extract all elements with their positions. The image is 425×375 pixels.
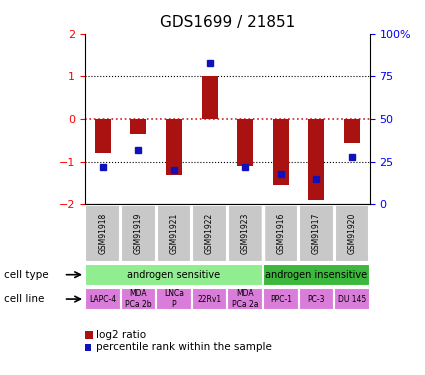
Bar [156, 288, 192, 310]
Text: androgen insensitive: androgen insensitive [265, 270, 368, 280]
Bar [299, 205, 334, 262]
Bar [228, 205, 263, 262]
Bar [237, 119, 253, 166]
Text: GSM91918: GSM91918 [98, 213, 107, 254]
Bar [263, 288, 298, 310]
Text: cell line: cell line [4, 294, 45, 304]
Text: 22Rv1: 22Rv1 [198, 295, 222, 304]
Bar [121, 288, 156, 310]
Bar [192, 288, 227, 310]
Text: PC-3: PC-3 [308, 295, 325, 304]
Bar [273, 119, 289, 185]
Text: GSM91921: GSM91921 [170, 213, 178, 254]
Text: LAPC-4: LAPC-4 [89, 295, 116, 304]
Bar [334, 205, 369, 262]
Text: GSM91923: GSM91923 [241, 213, 249, 255]
Text: cell type: cell type [4, 270, 49, 280]
Bar [263, 264, 370, 286]
Text: LNCa
P: LNCa P [164, 290, 184, 309]
Text: GSM91917: GSM91917 [312, 213, 321, 255]
Bar [298, 288, 334, 310]
Text: MDA
PCa 2b: MDA PCa 2b [125, 290, 152, 309]
Text: GSM91920: GSM91920 [348, 213, 357, 255]
Bar [121, 205, 156, 262]
Bar [85, 288, 121, 310]
Bar [192, 205, 227, 262]
Text: DU 145: DU 145 [338, 295, 366, 304]
Text: androgen sensitive: androgen sensitive [128, 270, 221, 280]
Text: GSM91919: GSM91919 [134, 213, 143, 255]
Text: GSM91922: GSM91922 [205, 213, 214, 254]
Bar [95, 119, 111, 153]
Bar [309, 119, 324, 200]
Text: PPC-1: PPC-1 [270, 295, 292, 304]
Title: GDS1699 / 21851: GDS1699 / 21851 [160, 15, 295, 30]
Bar [344, 119, 360, 142]
Bar [85, 264, 263, 286]
Bar [334, 288, 370, 310]
Text: log2 ratio: log2 ratio [96, 330, 146, 340]
Bar [156, 205, 191, 262]
Bar [130, 119, 146, 134]
Text: percentile rank within the sample: percentile rank within the sample [96, 342, 272, 352]
Bar [227, 288, 263, 310]
Bar [264, 205, 298, 262]
Text: MDA
PCa 2a: MDA PCa 2a [232, 290, 258, 309]
Bar [85, 205, 120, 262]
Bar [201, 76, 218, 119]
Bar [166, 119, 182, 174]
Text: GSM91916: GSM91916 [276, 213, 285, 255]
